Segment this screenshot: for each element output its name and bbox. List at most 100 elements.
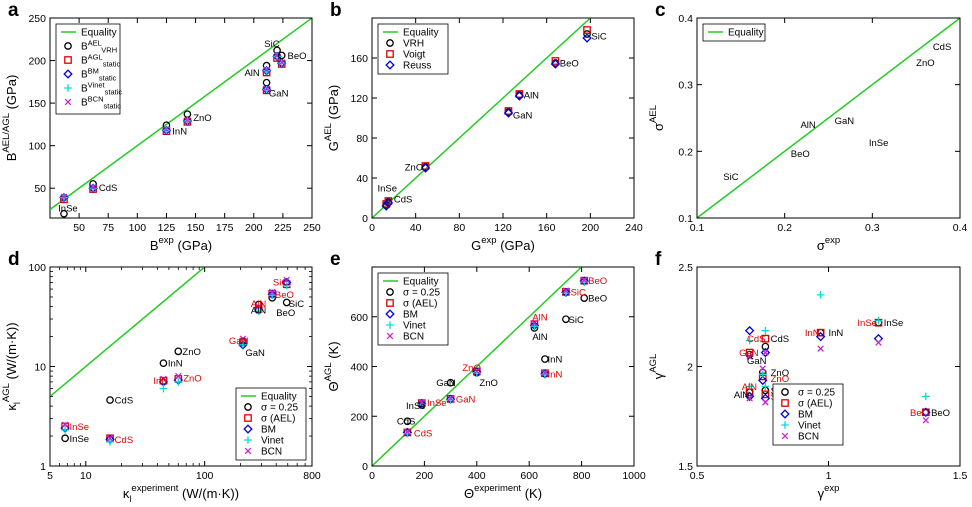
data-point-s4	[746, 353, 753, 360]
y-axis-title: σAEL	[648, 105, 666, 131]
x-tick-label: 80	[453, 222, 465, 234]
x-tick-label: 800	[573, 470, 591, 482]
x-tick-label: 150	[187, 222, 205, 234]
y-tick-label: 150	[28, 98, 46, 110]
data-point-s3	[761, 382, 770, 391]
point-label: GaN	[747, 356, 767, 367]
legend-label-s1: Voigt	[403, 50, 425, 61]
y-tick-label: 120	[350, 93, 368, 105]
point-label: CdS	[115, 396, 133, 407]
data-point-s2	[760, 347, 771, 358]
x-tick-label: 240	[625, 222, 643, 234]
y-tick-label: 0.3	[678, 80, 693, 92]
point-label: BeO	[588, 294, 607, 305]
legend-label-eq: Equality	[728, 28, 764, 39]
data-point-s3	[239, 341, 247, 349]
data-point-s4	[473, 367, 481, 375]
data-point-s0	[562, 315, 570, 324]
point-label: ZnO	[479, 378, 497, 389]
legend-swatch-s4	[244, 447, 252, 455]
data-point-s0	[61, 434, 69, 443]
point-label: InSe	[58, 203, 78, 214]
panel-letter: e	[330, 249, 341, 270]
y-tick-label: 40	[356, 173, 368, 185]
data-point-s4	[283, 276, 290, 284]
legend-label-s1: σ (AEL)	[403, 299, 438, 310]
x-tick-label: 800	[303, 470, 321, 482]
data-point-s4	[89, 184, 97, 191]
data-point-s4	[106, 435, 114, 442]
legend-label-s0: σ = 0.25	[798, 388, 835, 399]
legend-label-s0: σ = 0.25	[403, 288, 440, 299]
data-point-s2	[873, 333, 884, 344]
x-axis-title: σexp	[817, 235, 840, 253]
legend-swatch-s2	[385, 309, 395, 319]
data-point-s0	[106, 396, 114, 404]
point-label: InSe	[406, 401, 426, 412]
y-tick-label: 50	[34, 183, 46, 195]
point-label: AlN	[532, 332, 547, 343]
y-tick-label: 2.5	[678, 262, 693, 274]
legend-label-s3: Vinet	[798, 421, 821, 432]
point-label: ZnO	[916, 58, 934, 69]
point-label: SiC	[569, 315, 584, 326]
equality-line	[372, 18, 591, 218]
data-point-s4	[163, 126, 170, 133]
data-point-s2	[758, 375, 768, 386]
x-tick-label: 120	[494, 222, 512, 234]
data-point-s4	[531, 319, 538, 327]
x-tick-label: 250	[303, 222, 321, 234]
x-tick-label: 600	[520, 470, 538, 482]
data-point-s4	[239, 335, 247, 343]
data-point-s3	[174, 378, 183, 386]
data-point-s3	[874, 316, 883, 325]
data-point-s1	[551, 57, 560, 65]
data-point-s2	[921, 407, 931, 417]
point-label: InN	[153, 376, 168, 387]
legend-swatch-s3	[386, 321, 394, 329]
point-label: AlN	[734, 390, 749, 401]
y-tick-label: 2	[687, 362, 693, 374]
x-tick-label: 5	[47, 470, 53, 482]
data-point-s4	[61, 421, 69, 428]
x-tick-label: 0	[369, 222, 375, 234]
y-axis-title-group: GAEL (GPa)	[323, 85, 341, 151]
x-tick-label: 0	[369, 470, 375, 482]
point-label: AlN	[251, 299, 266, 310]
x-tick-label: 0.3	[865, 222, 880, 234]
equality-line	[50, 267, 206, 398]
data-point-s3	[922, 392, 930, 401]
point-label: SiC	[571, 287, 586, 298]
point-label: AlN	[742, 382, 757, 393]
panel-c: 0.1 0.2 0.3 0.4 0.1 0.2 0.3 0.4 SiC BeO AlN GaN InSe…	[648, 0, 967, 253]
point-label: ZnO	[771, 374, 789, 385]
point-label: AlN	[251, 305, 266, 316]
legend-swatch-s4	[386, 332, 394, 340]
legend-swatch-s0	[64, 42, 72, 50]
legend-box	[235, 387, 307, 461]
data-point-s0	[541, 355, 549, 363]
data-point-s2	[514, 91, 525, 101]
legend-box	[702, 23, 766, 42]
x-tick-label: 100	[196, 470, 214, 482]
panel-letter: d	[8, 249, 20, 270]
point-label: BeO	[288, 51, 307, 62]
x-tick-label: 1000	[622, 470, 646, 482]
legend-swatch-s0	[244, 403, 252, 411]
plot-frame	[696, 17, 961, 219]
point-label: ZnO	[405, 163, 423, 174]
data-point-s4	[746, 395, 753, 402]
data-point-s4	[562, 287, 570, 294]
point-label: InN	[805, 328, 820, 339]
point-label: InSe	[884, 318, 904, 329]
legend-swatch-s0	[781, 388, 789, 396]
legend-swatch-s3	[781, 421, 789, 429]
y-tick-label: 200	[350, 411, 368, 423]
y-axis-title-group: γAGL	[648, 354, 666, 380]
x-tick-label: 0.5	[690, 470, 705, 482]
